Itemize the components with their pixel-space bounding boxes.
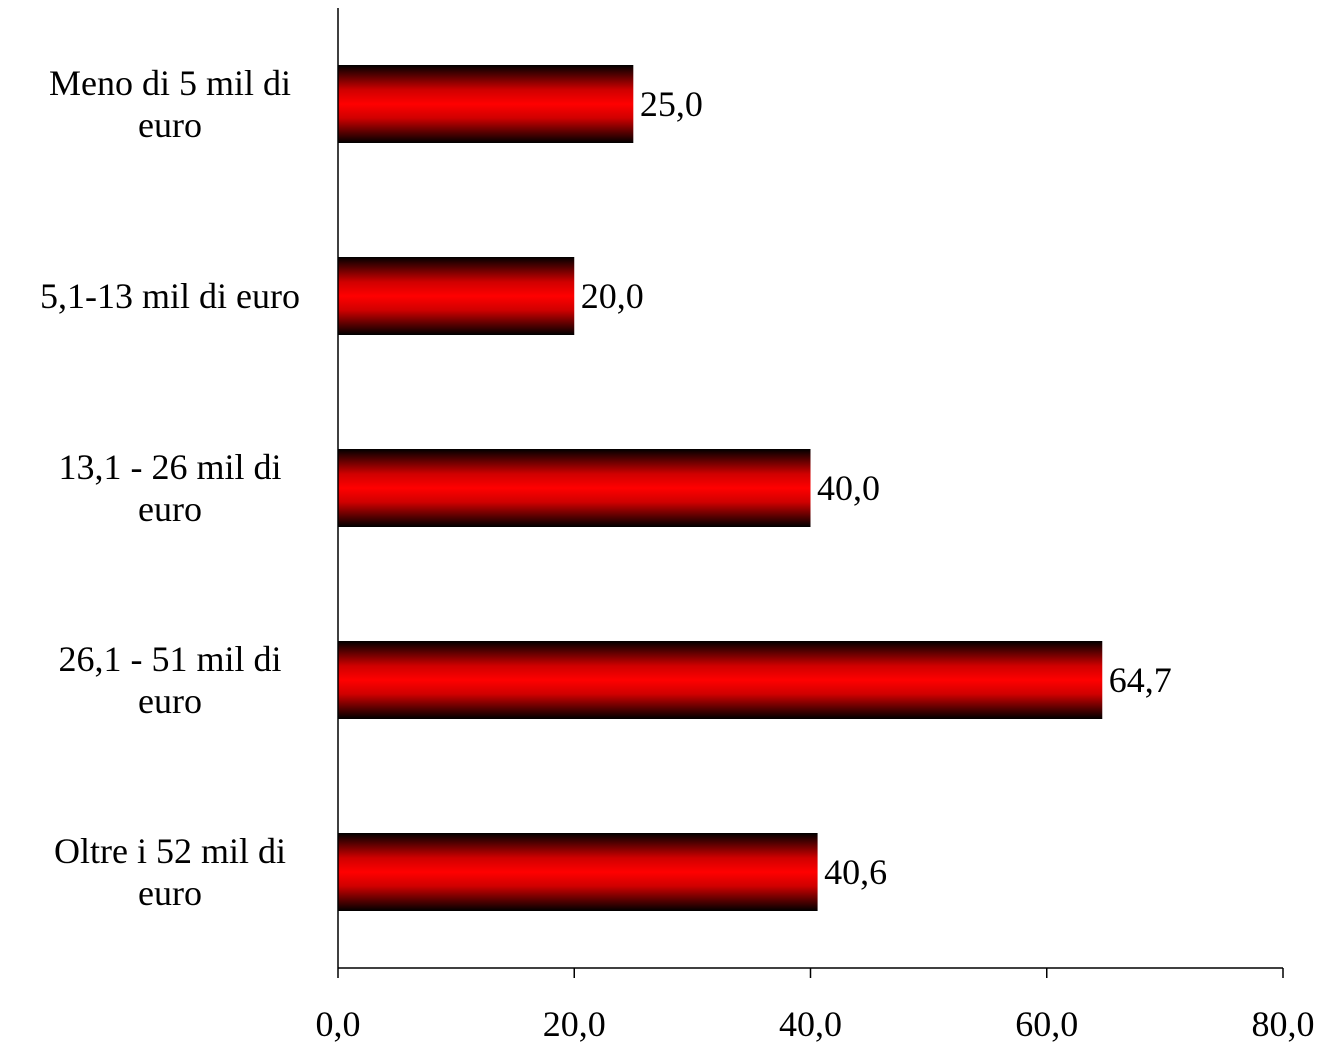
data-label: 20,0: [581, 276, 644, 316]
x-tick-label: 80,0: [1252, 1004, 1315, 1044]
bar: [338, 641, 1103, 719]
bar: [338, 833, 818, 911]
x-tick-label: 60,0: [1015, 1004, 1078, 1044]
data-label: 40,6: [824, 852, 887, 892]
bar: [338, 65, 634, 143]
bar: [338, 449, 811, 527]
data-label: 64,7: [1109, 660, 1172, 700]
x-tick-label: 40,0: [779, 1004, 842, 1044]
x-tick-label: 20,0: [543, 1004, 606, 1044]
category-label: 5,1-13 mil di euro: [40, 276, 300, 316]
x-tick-label: 0,0: [316, 1004, 361, 1044]
category-label: 13,1 - 26 mil di euro: [59, 447, 282, 529]
data-label: 40,0: [817, 468, 880, 508]
category-label: Oltre i 52 mil di euro: [54, 831, 286, 913]
category-label: 26,1 - 51 mil di euro: [59, 639, 282, 721]
bars-layer: [338, 65, 1103, 911]
labels-layer: 25,0 Meno di 5 mil di euro 20,0 5,1-13 mil d…: [40, 63, 1314, 1044]
category-label: Meno di 5 mil di euro: [49, 63, 291, 145]
data-label: 25,0: [640, 84, 703, 124]
bar: [338, 257, 575, 335]
axis-layer: [337, 8, 1284, 978]
